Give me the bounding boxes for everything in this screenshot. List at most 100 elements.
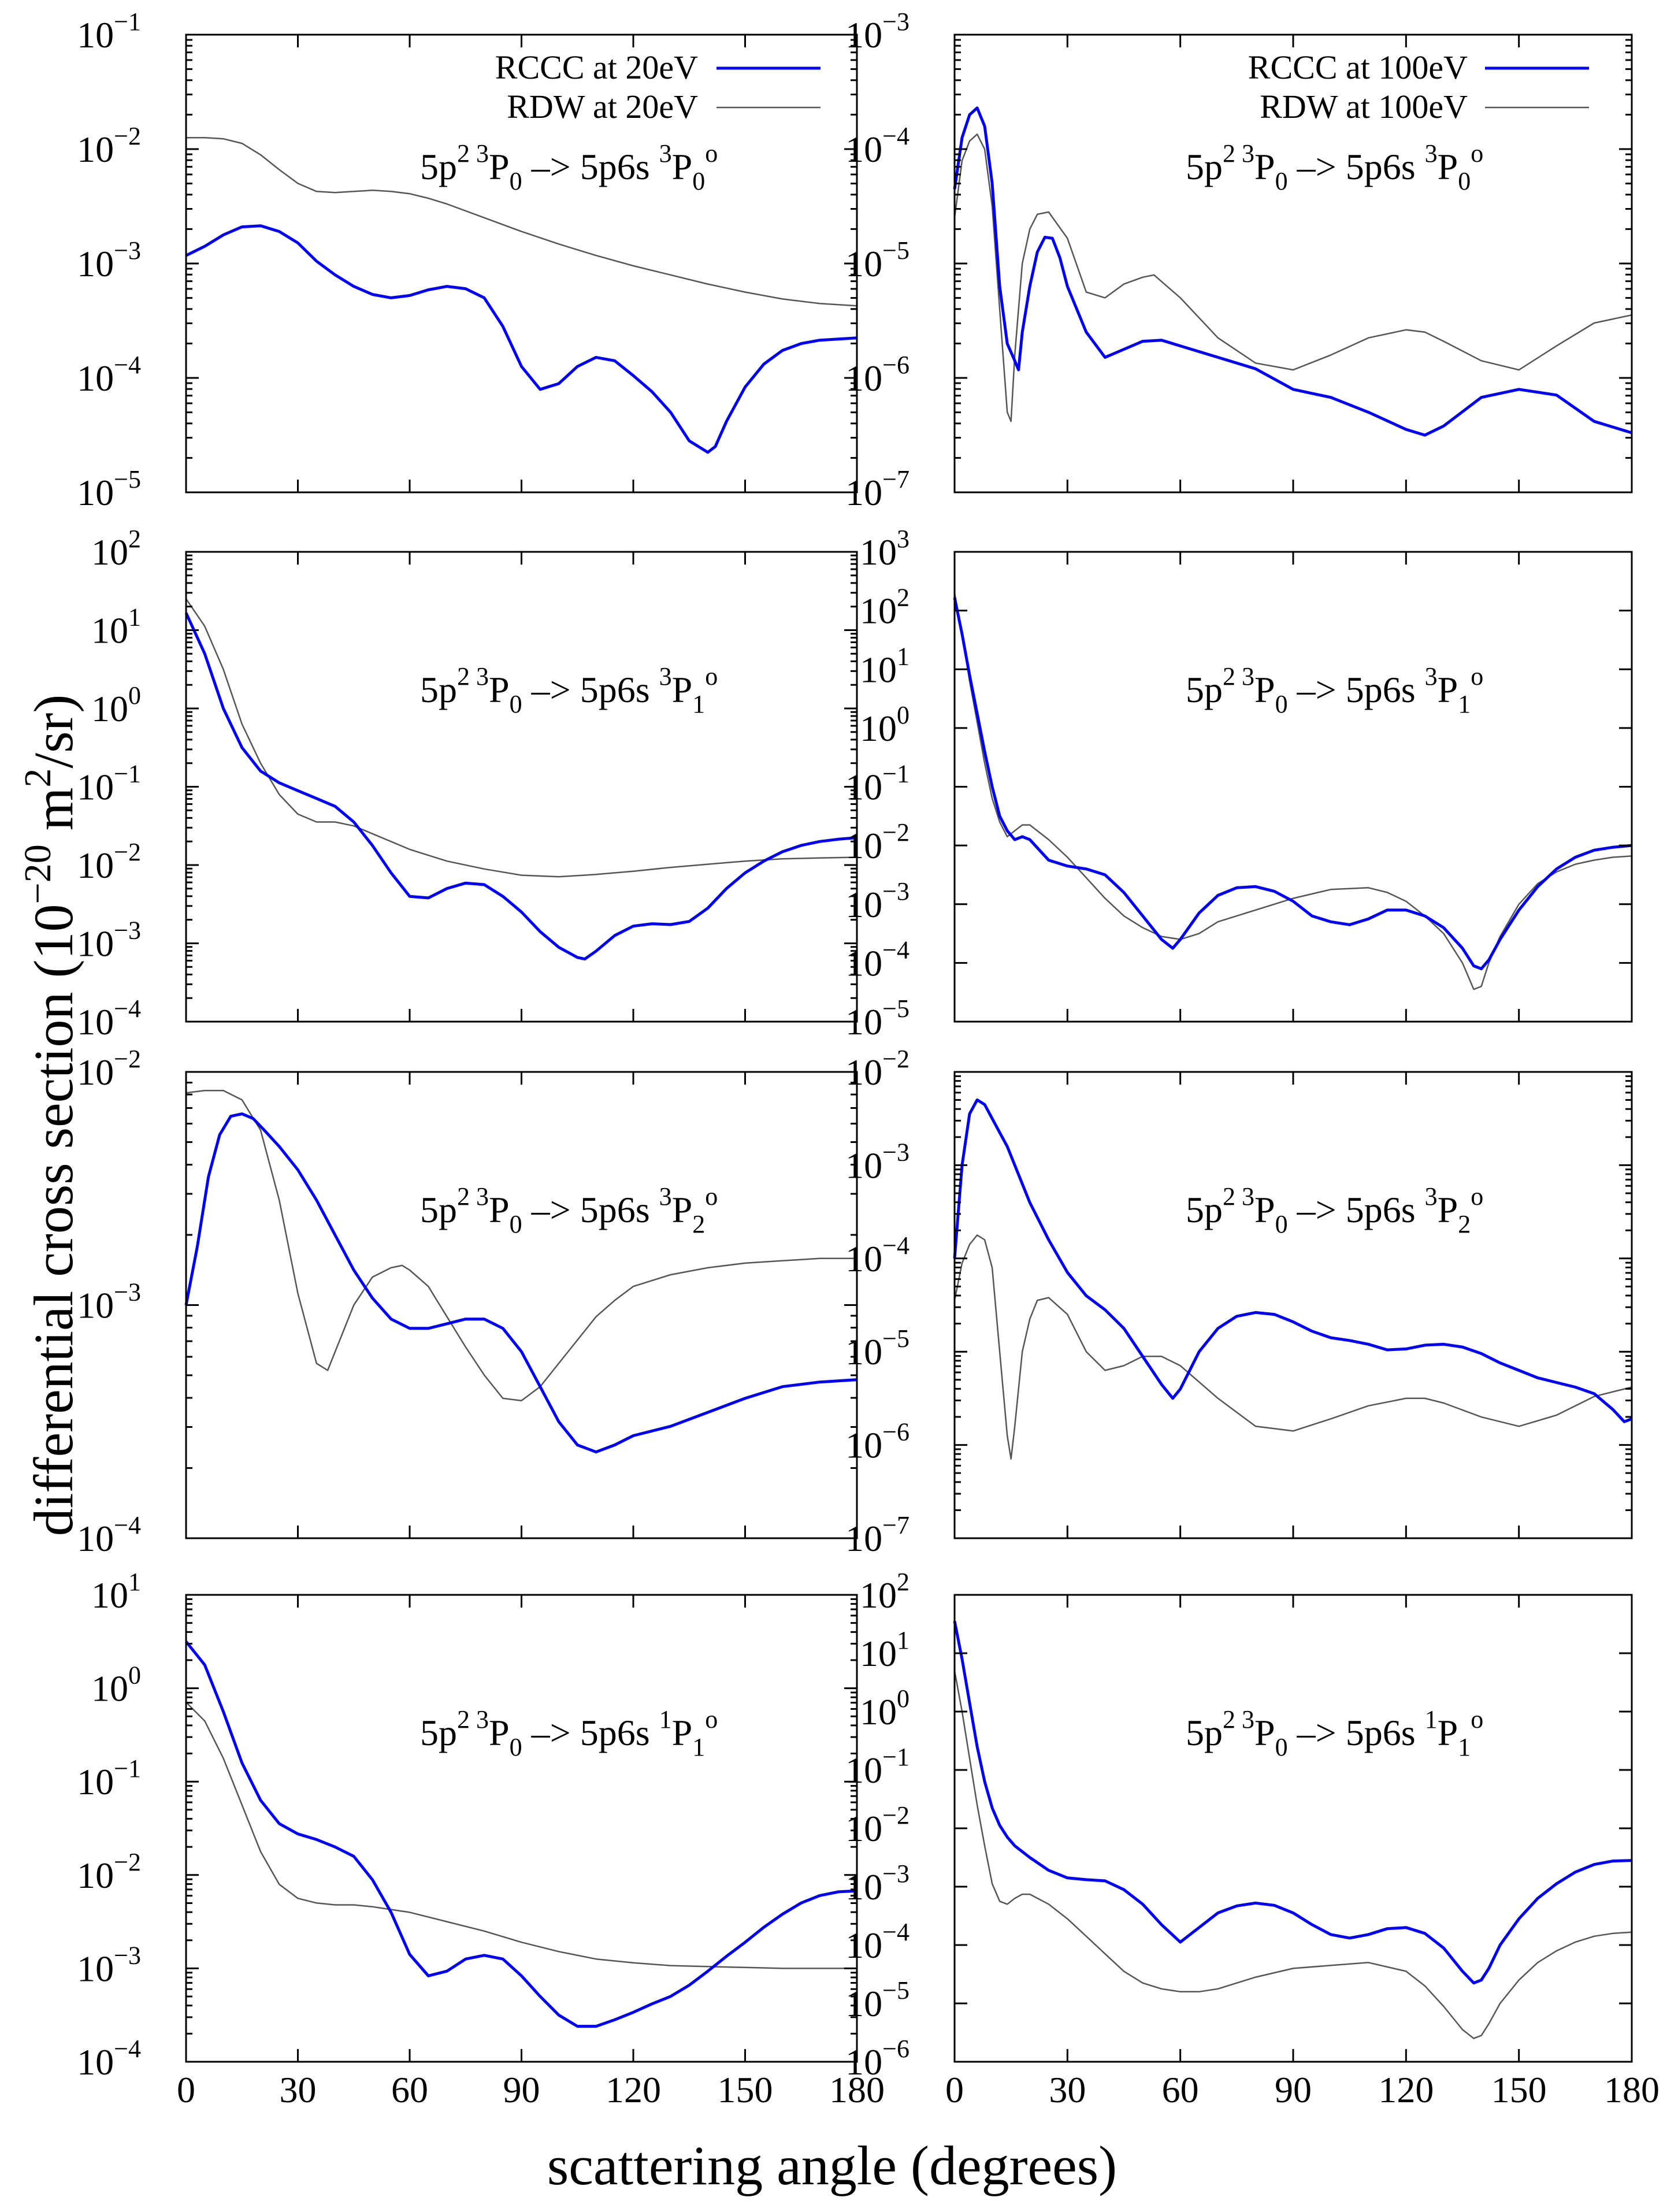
x-tick-label-panel-6: 150	[718, 2069, 773, 2110]
transition-label-panel-6: 5p2 3P0 –> 5p6s 1P1o	[420, 1705, 718, 1761]
plot-frame-panel-3	[953, 551, 1633, 1023]
y-tick-label-panel-4: 10−3	[77, 1278, 141, 1326]
y-tick-label-panel-7: 10−2	[845, 1801, 909, 1849]
x-tick-label-panel-7: 120	[1378, 2069, 1434, 2110]
series-rdw-line-panel-2	[185, 598, 857, 878]
series-rccc-line-panel-0	[185, 224, 857, 454]
legend-label-rccc-20ev: RCCC at 20eV	[495, 49, 698, 86]
y-tick-label-panel-5: 10−2	[845, 1045, 909, 1093]
transition-label-panel-5: 5p2 3P0 –> 5p6s 3P2o	[1186, 1182, 1483, 1238]
plot-frame-panel-4	[185, 1071, 858, 1539]
y-tick-label-panel-0: 10−1	[77, 8, 141, 55]
y-tick-label-panel-6: 10−4	[77, 2035, 141, 2083]
y-tick-label-panel-3: 102	[860, 584, 909, 632]
y-tick-label-panel-6: 10−1	[77, 1754, 141, 1802]
legend-label-rccc-100ev: RCCC at 100eV	[1248, 49, 1468, 86]
panel-5: 10−7 10−6 10−5 10−4 10−3 10−2 5p2 3P0 –> 5p6s …	[845, 1045, 1633, 1559]
y-tick-label-panel-4: 10−4	[77, 1511, 141, 1559]
y-axis-title: differential cross section (10−20 m2/sr)	[17, 695, 84, 1536]
x-tick-label-panel-6: 180	[829, 2069, 885, 2110]
y-tick-label-panel-1: 10−7	[845, 465, 909, 513]
series-rccc-line-panel-1	[953, 106, 1632, 437]
y-tick-label-panel-2: 10−1	[77, 760, 141, 808]
transition-label-panel-7: 5p2 3P0 –> 5p6s 1P1o	[1186, 1705, 1483, 1761]
y-tick-label-panel-7: 10−5	[845, 1976, 909, 2024]
y-tick-label-panel-5: 10−7	[845, 1511, 909, 1559]
y-tick-label-panel-3: 100	[860, 701, 909, 749]
x-tick-label-panel-6: 30	[280, 2069, 317, 2110]
transition-label-panel-3: 5p2 3P0 –> 5p6s 3P1o	[1186, 662, 1483, 718]
y-tick-label-panel-3: 10−1	[845, 760, 909, 808]
y-tick-label-panel-3: 10−2	[845, 818, 909, 866]
y-tick-label-panel-2: 100	[91, 681, 141, 729]
y-tick-label-panel-2: 101	[91, 603, 141, 651]
series-rdw-line-panel-3	[953, 592, 1632, 990]
series-rccc-line-panel-3	[953, 597, 1632, 970]
y-tick-label-panel-3: 10−4	[845, 936, 909, 983]
y-tick-label-panel-6: 10−3	[77, 1941, 141, 1989]
y-tick-label-panel-1: 10−5	[845, 236, 909, 284]
x-tick-label-panel-7: 60	[1162, 2069, 1199, 2110]
y-tick-label-panel-7: 10−6	[845, 2035, 909, 2083]
y-tick-label-panel-0: 10−2	[77, 122, 141, 170]
y-tick-label-panel-0: 10−4	[77, 351, 141, 399]
y-tick-label-panel-3: 10−3	[845, 877, 909, 925]
x-tick-label-panel-6: 60	[391, 2069, 428, 2110]
legend-20ev: RCCC at 20eV RDW at 20eV	[495, 49, 821, 125]
series-rdw-line-panel-7	[953, 1671, 1632, 2039]
y-tick-label-panel-0: 10−3	[77, 236, 141, 284]
legend-100ev: RCCC at 100eV RDW at 100eV	[1248, 49, 1589, 125]
y-tick-label-panel-7: 102	[860, 1568, 909, 1616]
plot-frame-panel-7	[953, 1594, 1633, 2063]
x-tick-label-panel-7: 0	[945, 2069, 964, 2110]
panel-6: 10−4 10−3 10−2 10−1 100 101 0 30 60 90 120 150 180 5p…	[77, 1568, 885, 2110]
series-rccc-line-panel-4	[184, 1112, 857, 1454]
legend-label-rdw-100ev: RDW at 100eV	[1260, 88, 1468, 125]
series-rccc-line-panel-2	[184, 612, 857, 961]
panel-0: 10−5 10−4 10−3 10−2 10−1 5p2 3P0 –> 5p6s 3P0o	[77, 8, 858, 513]
series-rccc-line-panel-7	[953, 1620, 1632, 1985]
x-tick-label-panel-6: 0	[177, 2069, 195, 2110]
x-axis-title: scattering angle (degrees)	[547, 2135, 1117, 2196]
transition-label-panel-4: 5p2 3P0 –> 5p6s 3P2o	[420, 1182, 718, 1238]
transition-label-panel-0: 5p2 3P0 –> 5p6s 3P0o	[420, 139, 718, 195]
y-tick-label-panel-7: 101	[860, 1626, 909, 1674]
transition-label-panel-1: 5p2 3P0 –> 5p6s 3P0o	[1186, 139, 1483, 195]
series-rccc-line-panel-5	[953, 1098, 1632, 1423]
series-rdw-line-panel-4	[185, 1090, 857, 1402]
y-tick-label-panel-0: 10−5	[77, 465, 141, 513]
legend-label-rdw-20ev: RDW at 20eV	[507, 88, 698, 125]
series-rccc-line-panel-6	[185, 1641, 857, 2028]
series-rdw-line-panel-5	[953, 1234, 1632, 1460]
y-tick-label-panel-3: 10−5	[845, 994, 909, 1042]
y-tick-label-panel-2: 10−2	[77, 838, 141, 886]
y-tick-label-panel-3: 101	[860, 642, 909, 690]
y-tick-label-panel-5: 10−4	[845, 1231, 909, 1279]
y-tick-label-panel-7: 10−3	[845, 1860, 909, 1907]
x-tick-label-panel-7: 150	[1491, 2069, 1547, 2110]
x-tick-label-panel-6: 120	[606, 2069, 661, 2110]
y-tick-label-panel-7: 10−1	[845, 1743, 909, 1791]
x-tick-label-panel-7: 180	[1604, 2069, 1660, 2110]
y-tick-label-panel-1: 10−3	[845, 8, 909, 55]
y-tick-label-panel-6: 101	[91, 1568, 141, 1616]
panel-2: 10−4 10−3 10−2 10−1 100 101 102 5p2 3P0 –> 5p6s…	[77, 525, 858, 1042]
y-tick-label-panel-5: 10−5	[845, 1324, 909, 1372]
y-tick-label-panel-1: 10−6	[845, 351, 909, 399]
y-tick-label-panel-3: 103	[860, 525, 909, 573]
y-tick-label-panel-4: 10−2	[77, 1045, 141, 1093]
y-tick-label-panel-7: 10−4	[845, 1918, 909, 1966]
y-tick-label-panel-6: 100	[91, 1661, 141, 1709]
panels-group: 10−5 10−4 10−3 10−2 10−1 5p2 3P0 –> 5p6s 3P0o…	[77, 8, 1660, 2110]
x-tick-label-panel-7: 30	[1049, 2069, 1086, 2110]
series-rdw-line-panel-0	[186, 136, 857, 307]
y-tick-label-panel-5: 10−3	[845, 1138, 909, 1186]
series-rdw-line-panel-1	[953, 133, 1632, 422]
panel-7: 10−6 10−5 10−4 10−3 10−2 10−1 100 101 102 0 30 60 90…	[845, 1568, 1660, 2110]
x-tick-label-panel-6: 90	[503, 2069, 540, 2110]
x-tick-label-panel-7: 90	[1275, 2069, 1312, 2110]
y-tick-label-panel-2: 10−4	[77, 994, 141, 1042]
panel-4: 10−4 10−3 10−2 5p2 3P0 –> 5p6s 3P2o	[77, 1045, 858, 1559]
y-tick-label-panel-2: 102	[91, 525, 141, 573]
